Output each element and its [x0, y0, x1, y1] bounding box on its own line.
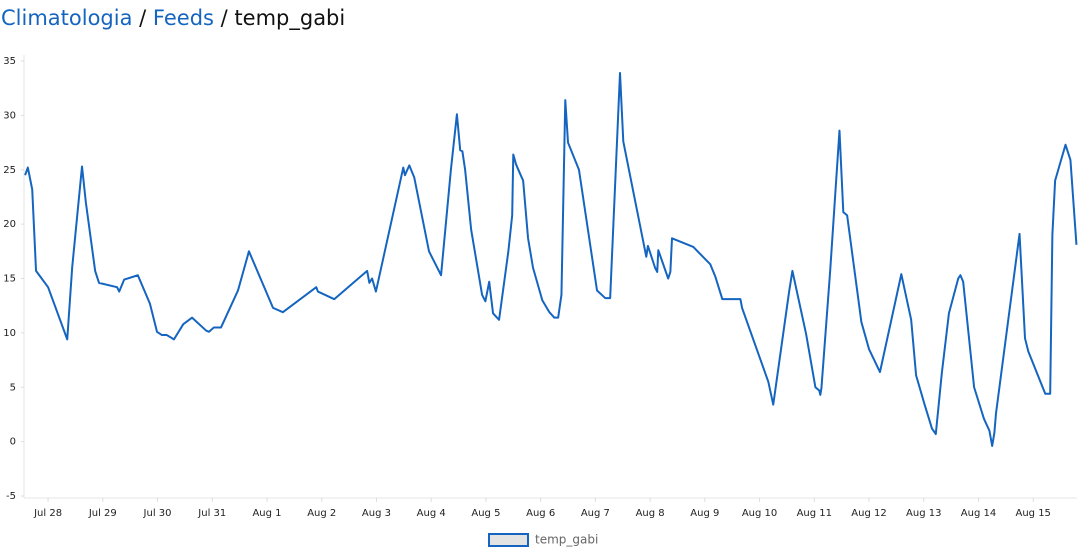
breadcrumb: Climatologia / Feeds / temp_gabi [1, 6, 345, 30]
x-tick-label: Aug 10 [742, 508, 777, 519]
y-tick-label: 35 [3, 56, 16, 67]
x-tick-label: Jul 31 [197, 508, 226, 519]
x-tick-label: Jul 29 [88, 508, 117, 519]
separator: / [139, 6, 147, 30]
x-tick-label: Jul 30 [143, 508, 172, 519]
x-tick-label: Aug 2 [307, 508, 336, 519]
y-tick-label: 30 [3, 110, 16, 121]
x-tick-label: Aug 13 [906, 508, 941, 519]
legend-label: temp_gabi [535, 533, 598, 547]
x-tick-label: Aug 4 [417, 508, 446, 519]
x-tick-label: Jul 28 [33, 508, 62, 519]
y-tick-label: 25 [3, 165, 16, 176]
y-tick-label: 10 [3, 328, 16, 339]
breadcrumb-link[interactable]: Feeds [152, 6, 214, 30]
x-tick-label: Aug 1 [252, 508, 281, 519]
x-tick-label: Aug 12 [851, 508, 886, 519]
y-tick-label: -5 [6, 491, 16, 502]
x-tick-label: Aug 5 [471, 508, 500, 519]
y-tick-label: 20 [3, 219, 16, 230]
y-tick-label: 5 [10, 382, 16, 393]
line [24, 71, 1078, 447]
x-tick-label: Aug 15 [1015, 508, 1050, 519]
x-tick-label: Aug 14 [961, 508, 996, 519]
breadcrumb-current: temp_gabi [234, 6, 346, 30]
separator: / [220, 6, 228, 30]
y-tick-label: 0 [10, 437, 16, 448]
x-tick-label: Aug 7 [581, 508, 610, 519]
x-tick-label: Aug 8 [636, 508, 665, 519]
legend-swatch [488, 533, 529, 547]
x-tick-label: Aug 9 [690, 508, 719, 519]
y-tick-label: 15 [3, 274, 16, 285]
x-tick-label: Aug 11 [797, 508, 832, 519]
breadcrumb-link[interactable]: Climatologia [1, 6, 133, 30]
x-tick-label: Aug 6 [526, 508, 555, 519]
x-tick-label: Aug 3 [362, 508, 391, 519]
